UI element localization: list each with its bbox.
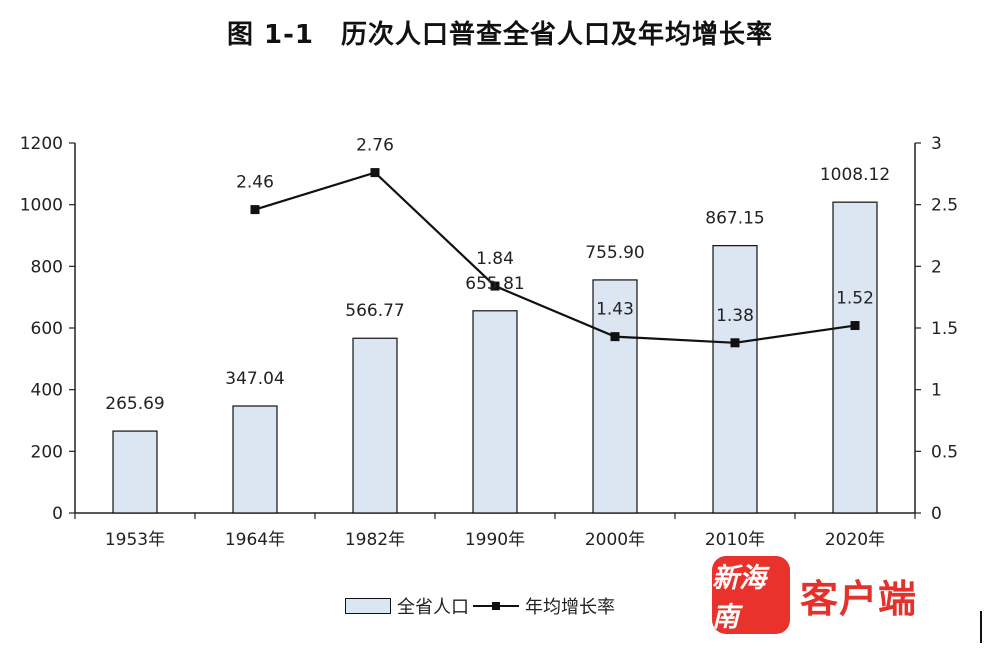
line-data-label: 2.46 <box>236 173 274 193</box>
bar-data-label: 1008.12 <box>820 165 890 185</box>
line-path <box>254 171 856 344</box>
watermark-logo: 新海南 <box>712 556 790 634</box>
x-tick-label: 1990年 <box>465 530 525 550</box>
y-right-tick-label: 2 <box>931 257 942 277</box>
y-right-tick-label: 0.5 <box>931 442 958 462</box>
y-right-tick-label: 0 <box>931 504 942 524</box>
bar-data-label: 265.69 <box>105 394 164 414</box>
line-point <box>370 168 380 178</box>
y-right-tick-label: 1 <box>931 381 942 401</box>
y-right-tick-label: 2.5 <box>931 196 958 216</box>
bar-data-label: 347.04 <box>225 369 284 389</box>
legend-line-swatch <box>473 599 519 613</box>
bar <box>472 310 518 514</box>
y-right-tick-label: 1.5 <box>931 319 958 339</box>
legend-line-label: 年均增长率 <box>525 597 615 618</box>
text-cursor <box>980 611 982 643</box>
bar-data-label: 867.15 <box>705 209 764 229</box>
y-left-tick-label: 600 <box>31 319 63 339</box>
chart-legend: 全省人口 年均增长率 <box>345 593 615 619</box>
bar <box>112 430 158 514</box>
line-point <box>730 338 740 348</box>
line-data-label: 1.84 <box>476 249 514 269</box>
legend-bar-label: 全省人口 <box>397 597 469 618</box>
y-left-tick-label: 800 <box>31 257 63 277</box>
line-data-label: 1.38 <box>716 306 754 326</box>
bar-series <box>112 201 878 514</box>
bar <box>352 337 398 514</box>
bar <box>712 245 758 514</box>
watermark: 新海南 客户端 <box>712 556 917 634</box>
y-left-tick-label: 1000 <box>20 196 63 216</box>
x-tick-label: 2020年 <box>825 530 885 550</box>
bar <box>232 405 278 514</box>
y-left-tick-label: 0 <box>52 504 63 524</box>
bar-data-label: 655.81 <box>465 274 524 294</box>
data-labels: 265.69 347.04 566.77 655.81 755.90 867.15 1008… <box>105 136 890 414</box>
line-series <box>250 168 860 348</box>
y-right-tick-label: 3 <box>931 134 942 154</box>
chart-title: 图 1-1 历次人口普查全省人口及年均增长率 <box>226 20 774 50</box>
x-tick-label: 2010年 <box>705 530 765 550</box>
y-left-tick-label: 1200 <box>20 134 63 154</box>
x-tick-label: 1953年 <box>105 530 165 550</box>
line-point <box>610 332 620 342</box>
x-tick-label: 1982年 <box>345 530 405 550</box>
bar-data-label: 755.90 <box>585 243 644 263</box>
line-data-label: 1.43 <box>596 300 634 320</box>
bar <box>592 279 638 514</box>
bar-data-label: 566.77 <box>345 301 404 321</box>
bar <box>832 201 878 514</box>
x-tick-label: 1964年 <box>225 530 285 550</box>
watermark-text: 客户端 <box>800 576 918 621</box>
line-point <box>250 205 260 215</box>
x-tick-label: 2000年 <box>585 530 645 550</box>
line-point <box>850 321 860 331</box>
y-left-tick-label: 200 <box>31 442 63 462</box>
y-left-tick-label: 400 <box>31 381 63 401</box>
legend-bar-swatch <box>345 598 391 614</box>
line-data-label: 1.52 <box>836 289 874 309</box>
line-data-label: 2.76 <box>356 136 394 156</box>
line-point <box>490 281 500 291</box>
